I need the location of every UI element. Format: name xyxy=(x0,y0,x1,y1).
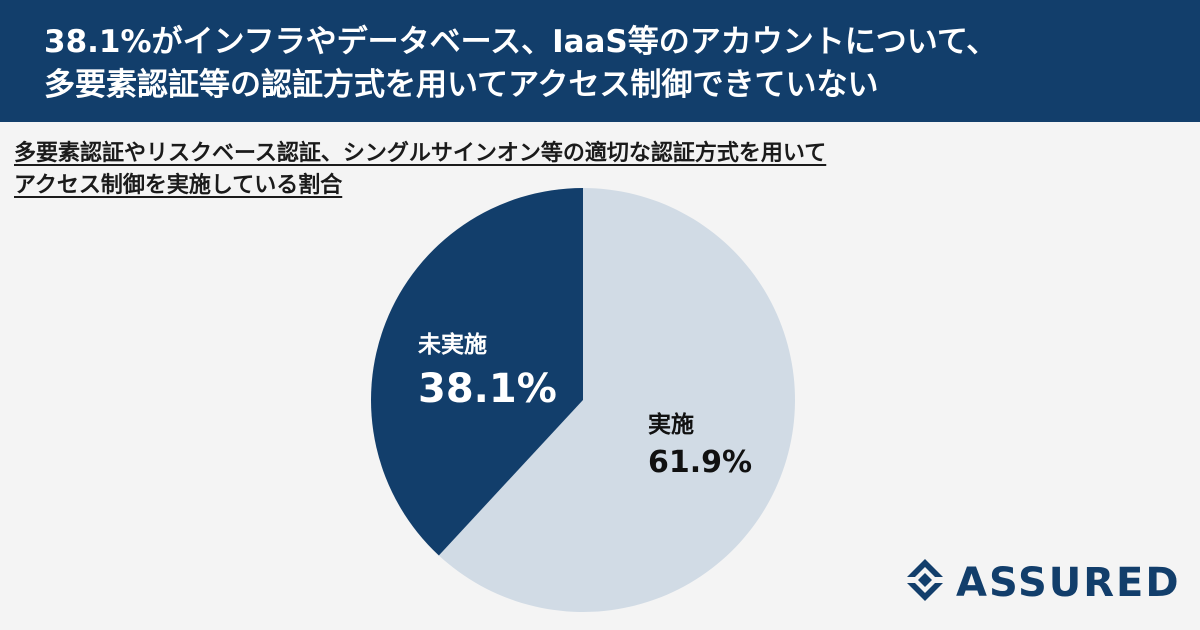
headline-line-1: 38.1%がインフラやデータベース、IaaS等のアカウントについて、 xyxy=(44,24,998,60)
slice-label-0: 実施 xyxy=(648,411,694,438)
logo-text: ASSURED xyxy=(956,560,1181,606)
pie-labels: 実施 61.9% 未実施 38.1% xyxy=(418,331,752,480)
pie-slice-0 xyxy=(438,188,796,612)
pie-slices xyxy=(371,188,796,612)
slice-value-1: 38.1% xyxy=(418,366,557,412)
pie-slice-1 xyxy=(371,188,583,556)
chart-subtitle-line-1: 多要素認証やリスクベース認証、シングルサインオン等の適切な認証方式を用いて xyxy=(14,141,827,166)
headline-line-2: 多要素認証等の認証方式を用いてアクセス制御できていない xyxy=(44,67,879,103)
assured-diamond-logo-icon xyxy=(907,559,943,601)
header-band: 38.1%がインフラやデータベース、IaaS等のアカウントについて、 多要素認証… xyxy=(0,0,1200,122)
slice-label-1: 未実施 xyxy=(418,331,487,358)
slice-value-0: 61.9% xyxy=(648,445,752,480)
assured-logo: ASSURED xyxy=(898,556,1180,610)
chart-subtitle-line-2: アクセス制御を実施している割合 xyxy=(14,173,343,198)
